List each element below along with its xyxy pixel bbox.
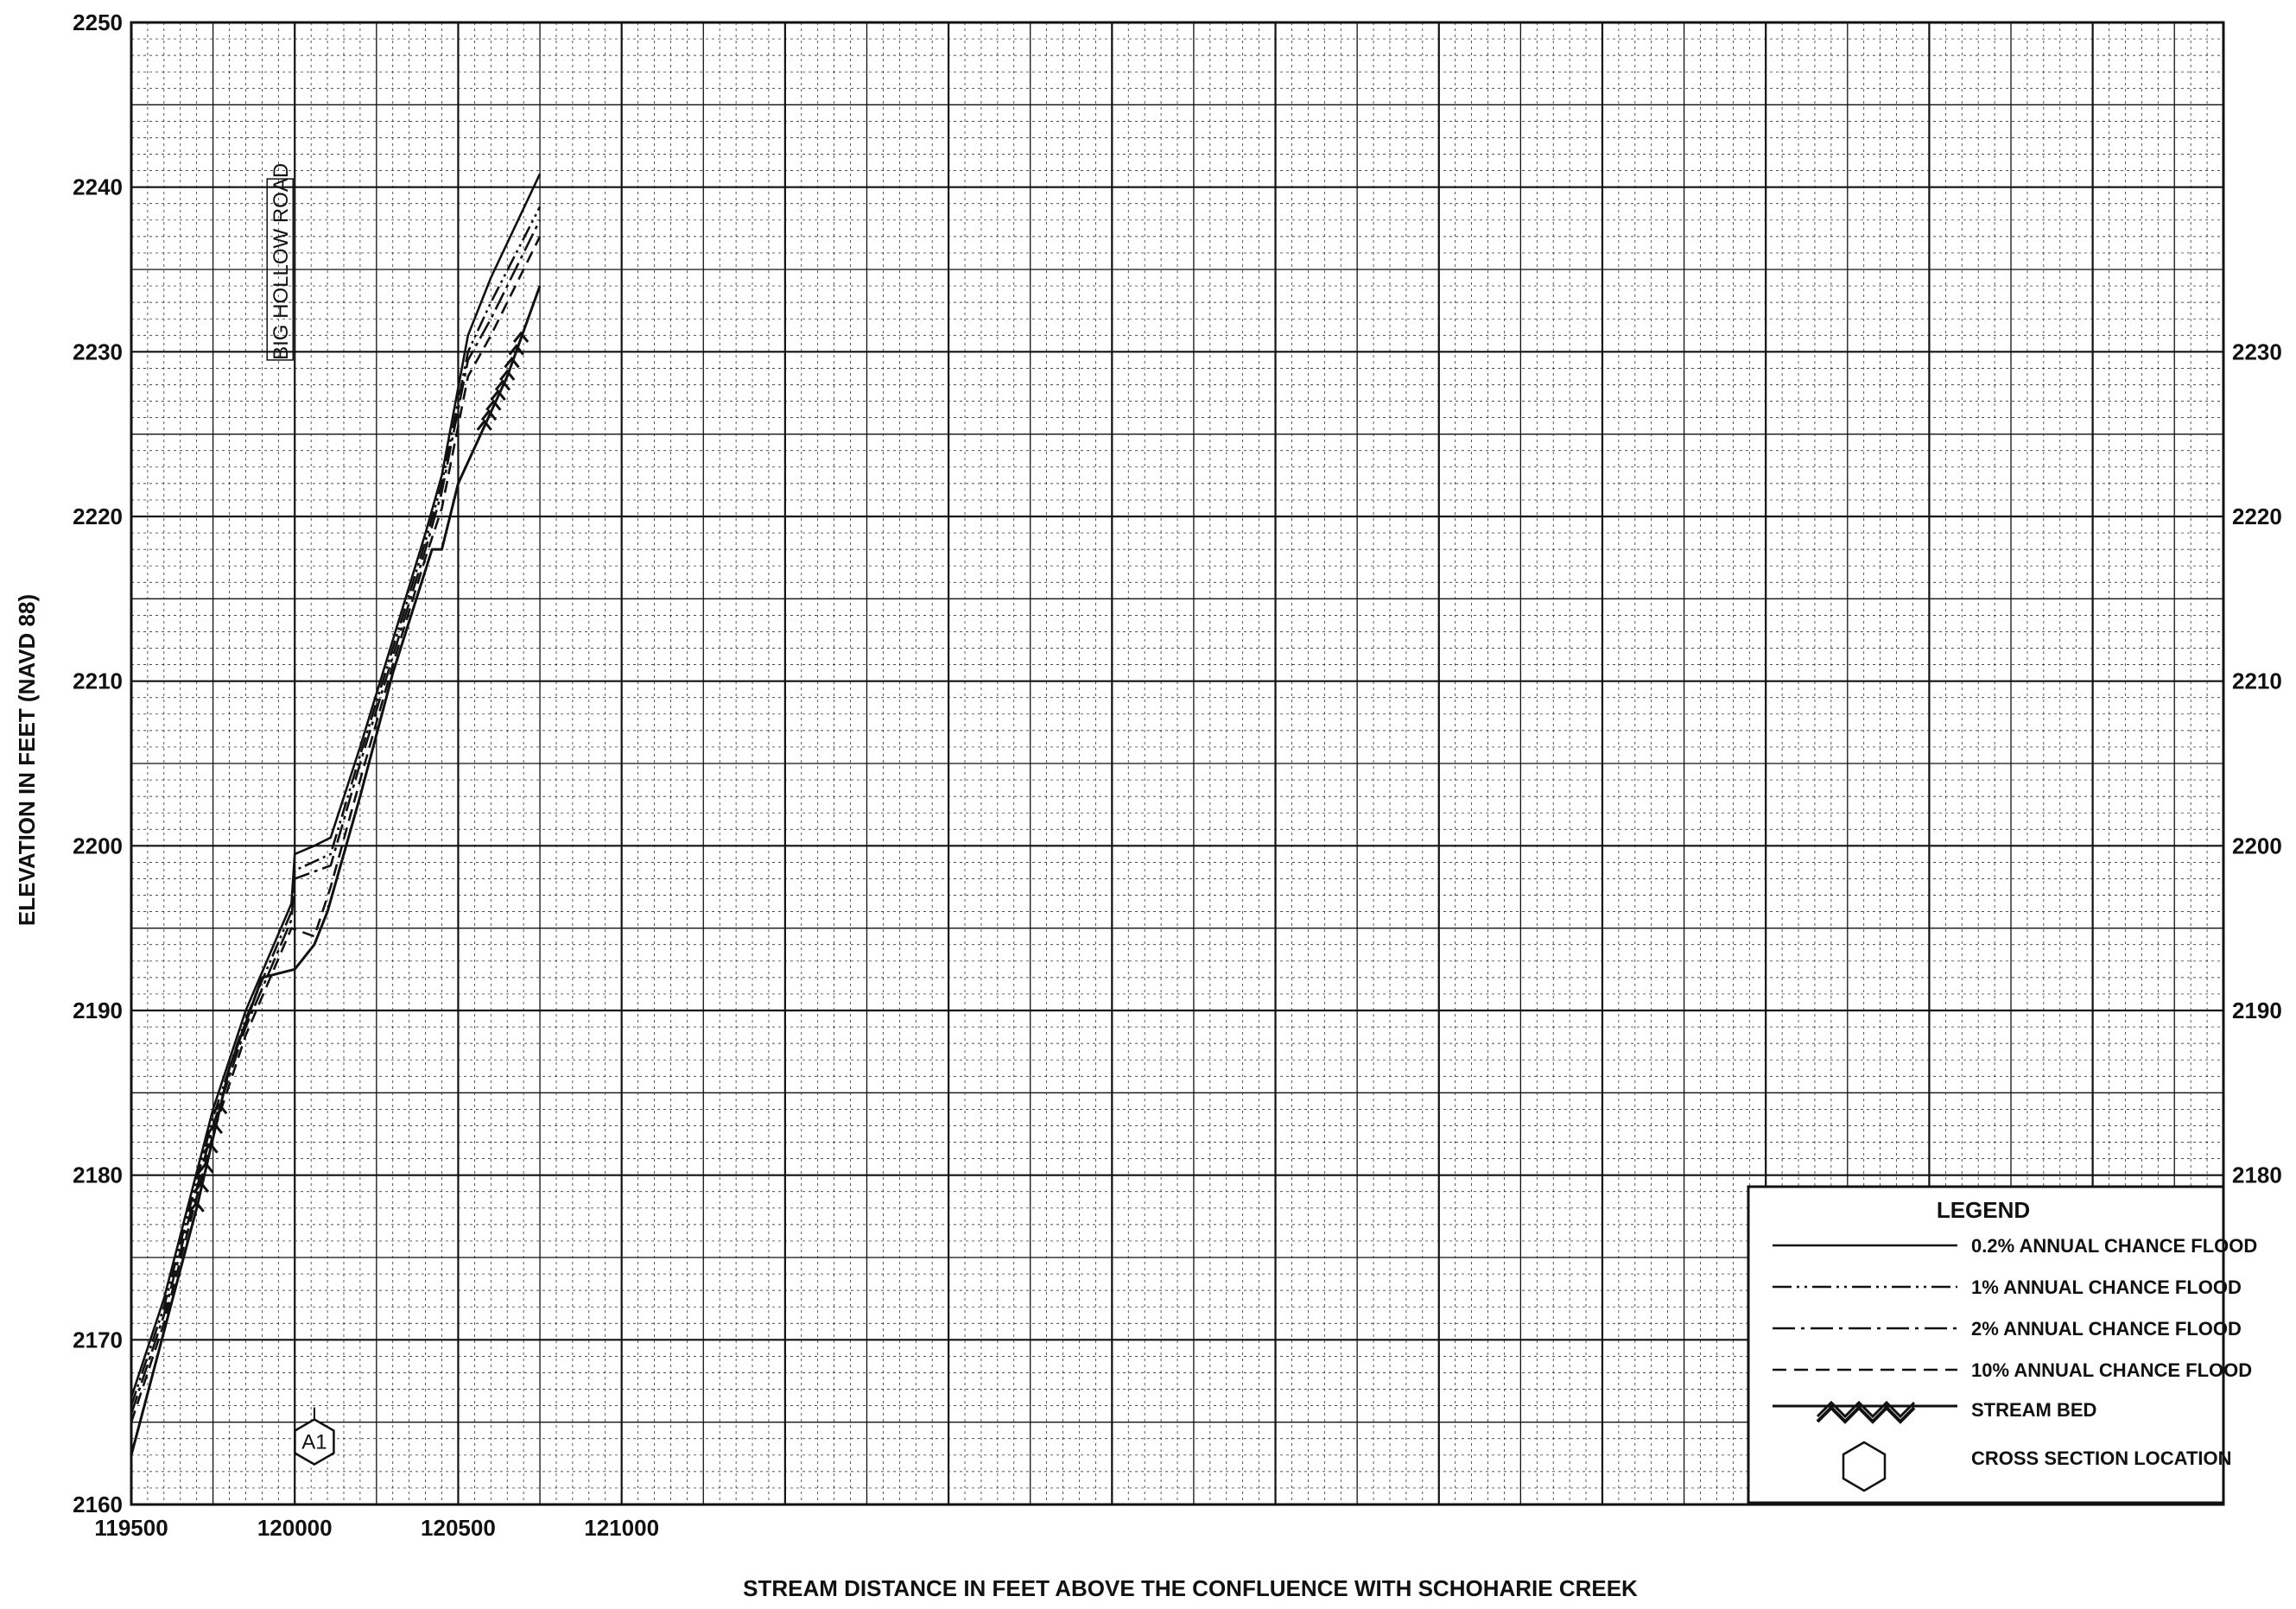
y-axis-title: ELEVATION IN FEET (NAVD 88) <box>14 594 40 926</box>
legend-label-0-2-percent: 0.2% ANNUAL CHANCE FLOOD <box>1971 1235 2257 1257</box>
y-tick-label-right: 2200 <box>2232 833 2282 858</box>
y-tick-label-left: 2230 <box>73 339 123 364</box>
series-line-flood-2 <box>130 219 542 1415</box>
legend-label-10-percent: 10% ANNUAL CHANCE FLOOD <box>1971 1359 2252 1381</box>
stream-bed-hatch <box>202 1142 219 1154</box>
y-tick-label-left: 2250 <box>73 10 123 35</box>
road-annotation: BIG HOLLOW ROAD <box>270 163 293 360</box>
road-annotation-box <box>266 178 294 361</box>
stream-bed-hatch <box>212 1102 228 1115</box>
y-tick-label-right: 2230 <box>2232 339 2282 364</box>
y-tick-label-left: 2190 <box>73 998 123 1023</box>
legend-label-stream-bed: STREAM BED <box>1971 1399 2096 1421</box>
stream-bed-hatch <box>206 1122 224 1134</box>
cross-section-marker: A1 <box>294 1407 335 1466</box>
stream-bed-hatch <box>188 1200 205 1213</box>
stream-bed-hatch <box>485 399 502 411</box>
legend-label-2-percent: 2% ANNUAL CHANCE FLOOD <box>1971 1318 2242 1340</box>
y-tick-label-left: 2220 <box>73 504 123 529</box>
x-tick-label: 121000 <box>584 1515 659 1541</box>
y-tick-label-right: 2180 <box>2232 1162 2282 1188</box>
stream-bed-hatch <box>476 419 492 431</box>
y-tick-label-right: 2220 <box>2232 504 2282 529</box>
y-tick-label-left: 2170 <box>73 1327 123 1352</box>
stream-bed-hatch <box>499 369 516 381</box>
y-tick-label-right: 2210 <box>2232 668 2282 694</box>
stream-bed-hatch <box>504 356 520 369</box>
cross-section-hexagon <box>294 1418 335 1466</box>
x-tick-label: 119500 <box>94 1515 168 1541</box>
stream-bed-hatch <box>508 344 524 356</box>
y-tick-label-left: 2210 <box>73 668 123 694</box>
y-tick-label-left: 2180 <box>73 1162 123 1188</box>
stream-bed-hatch <box>480 409 498 421</box>
legend-title: LEGEND <box>1937 1197 2030 1223</box>
stream-bed-hatch <box>193 1181 210 1194</box>
series-line-flood-10 <box>130 236 542 1423</box>
x-tick-label: 120500 <box>421 1515 496 1541</box>
series-line-stream-bed <box>130 285 542 1456</box>
x-axis-title: STREAM DISTANCE IN FEET ABOVE THE CONFLU… <box>743 1575 1638 1601</box>
y-tick-label-left: 2160 <box>73 1492 123 1517</box>
tick-labels: 2160 2170 2180 2190 2200 2210 2220 2230 2240 2250… <box>73 10 2282 1541</box>
x-tick-label: 120000 <box>257 1515 333 1541</box>
legend-label-1-percent: 1% ANNUAL CHANCE FLOOD <box>1971 1276 2242 1298</box>
legend-box <box>1747 1185 2225 1504</box>
y-tick-label-left: 2200 <box>73 833 123 858</box>
legend-label-cross-section: CROSS SECTION LOCATION <box>1971 1447 2232 1469</box>
legend: LEGEND 0.2% ANNUAL CHANCE FLOOD 1% ANNUA… <box>1747 1185 2257 1504</box>
series-group <box>130 173 542 1456</box>
legend-swatch-stream-bed <box>1773 1400 1957 1424</box>
legend-swatch-cross-section <box>1842 1441 1887 1492</box>
stream-bed-hatch <box>490 389 506 402</box>
stream-bed-hatch <box>512 331 530 343</box>
series-line-flood-02 <box>130 173 542 1398</box>
cross-section-label: A1 <box>301 1431 327 1454</box>
series-line-flood-1 <box>130 206 542 1407</box>
plot-frame <box>130 21 2225 1506</box>
stream-bed-hatch <box>198 1162 214 1174</box>
y-tick-label-right: 2190 <box>2232 998 2282 1023</box>
stream-bed-hatch <box>494 379 511 391</box>
y-tick-label-left: 2240 <box>73 174 123 200</box>
